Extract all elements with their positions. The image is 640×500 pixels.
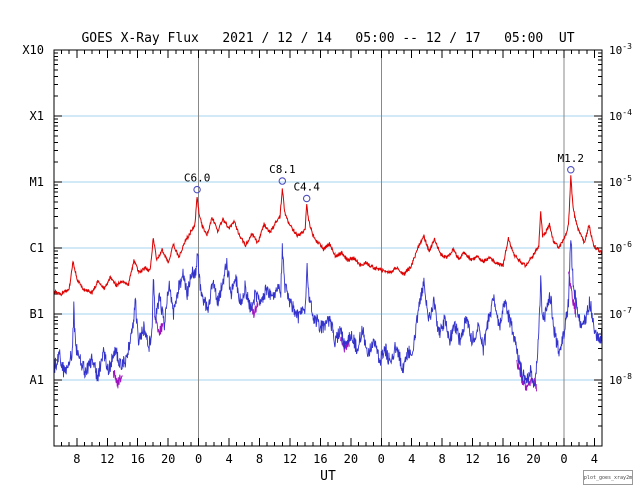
flare-marker bbox=[302, 194, 311, 203]
flare-label: M1.2 bbox=[558, 152, 585, 165]
y-right-label: 10-8 bbox=[609, 372, 632, 387]
x-tick-label: 0 bbox=[195, 452, 202, 466]
blue-series bbox=[53, 240, 603, 388]
x-tick-label: 20 bbox=[161, 452, 175, 466]
x-tick-label: 20 bbox=[344, 452, 358, 466]
x-tick-label: 4 bbox=[408, 452, 415, 466]
y-right-label: 10-4 bbox=[609, 108, 632, 123]
flare-marker bbox=[567, 166, 575, 174]
x-tick-label: 8 bbox=[73, 452, 80, 466]
x-axis-title: UT bbox=[320, 469, 336, 484]
x-tick-label: 20 bbox=[526, 452, 540, 466]
chart-title: GOES X-Ray Flux 2021 / 12 / 14 05:00 -- … bbox=[81, 31, 575, 46]
credit-label: plot_goes_xray2m bbox=[583, 470, 633, 485]
purple-series bbox=[568, 271, 577, 318]
y-left-label: C1 bbox=[30, 241, 44, 255]
x-tick-label: 4 bbox=[225, 452, 232, 466]
flare-marker bbox=[193, 185, 201, 194]
plot-frame bbox=[53, 49, 603, 447]
y-right-label: 10-6 bbox=[609, 240, 632, 255]
flare-label: C6.0 bbox=[184, 172, 211, 185]
x-tick-label: 16 bbox=[313, 452, 327, 466]
y-right-label: 10-5 bbox=[609, 174, 632, 189]
x-tick-label: 16 bbox=[496, 452, 510, 466]
x-tick-label: 4 bbox=[591, 452, 598, 466]
flare-marker bbox=[278, 177, 287, 185]
purple-series bbox=[112, 370, 123, 389]
flare-label: C4.4 bbox=[293, 181, 320, 194]
y-right-label: 10-3 bbox=[609, 42, 632, 57]
x-tick-label: 12 bbox=[465, 452, 479, 466]
y-left-label: X1 bbox=[30, 109, 44, 123]
x-tick-label: 12 bbox=[100, 452, 114, 466]
y-left-label: A1 bbox=[30, 373, 44, 387]
red-series bbox=[53, 175, 603, 297]
y-left-label: X10 bbox=[22, 43, 44, 57]
x-tick-label: 0 bbox=[560, 452, 567, 466]
x-tick-label: 8 bbox=[256, 452, 263, 466]
x-tick-label: 16 bbox=[130, 452, 144, 466]
y-left-label: B1 bbox=[30, 307, 44, 321]
x-tick-label: 12 bbox=[283, 452, 297, 466]
y-right-label: 10-7 bbox=[609, 306, 632, 321]
x-tick-label: 8 bbox=[439, 452, 446, 466]
x-tick-label: 0 bbox=[378, 452, 385, 466]
flare-label: C8.1 bbox=[269, 163, 296, 176]
y-left-label: M1 bbox=[30, 175, 44, 189]
